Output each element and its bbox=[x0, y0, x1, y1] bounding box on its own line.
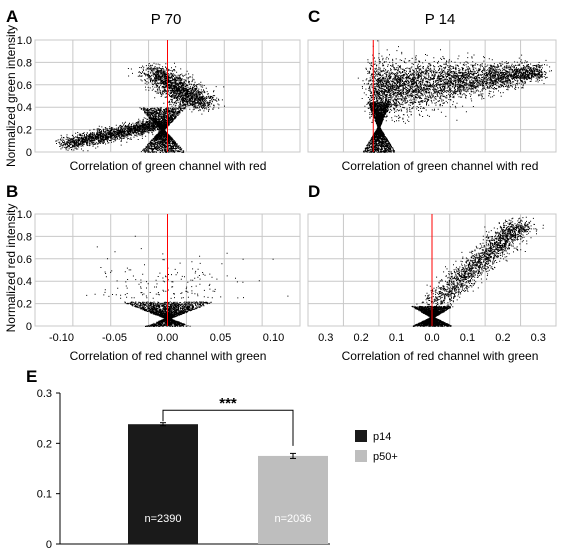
panel-b-xlabel: Correlation of red channel with green bbox=[70, 349, 267, 363]
legend-label: p50+ bbox=[373, 451, 398, 463]
panel-letter-e: E bbox=[26, 367, 37, 386]
y-tick-label: 0 bbox=[46, 539, 52, 549]
bar-p14 bbox=[128, 424, 198, 544]
bar-chart-panel-e: 0 0.1 0.2 0.3 n=2390 n=2036 *** p14 p50+ bbox=[37, 388, 398, 549]
scatter-panel-b: 0 0.2 0.4 0.6 0.8 1.0 -0.10 -0.05 0.00 0.05 0.10 bbox=[17, 209, 301, 344]
panel-letter-d: D bbox=[308, 182, 320, 201]
y-tick-label: 0.2 bbox=[17, 299, 32, 311]
y-tick-label: 0.3 bbox=[37, 388, 52, 400]
panel-c-xlabel: Correlation of green channel with red bbox=[342, 159, 539, 173]
panel-c-title: P 14 bbox=[425, 11, 456, 28]
scatter-points-c bbox=[357, 40, 552, 153]
panel-d-xlabel: Correlation of red channel with green bbox=[342, 349, 539, 363]
y-tick-label: 0.1 bbox=[37, 489, 52, 501]
x-tick-label: 0.3 bbox=[318, 332, 333, 344]
x-tick-label: 0.0 bbox=[424, 332, 439, 344]
scatter-panel-c bbox=[307, 39, 557, 153]
scatter-points-a bbox=[55, 62, 225, 154]
y-tick-label: 0.2 bbox=[37, 438, 52, 450]
y-tick-label: 0.6 bbox=[17, 80, 32, 92]
x-tick-label: 0.05 bbox=[210, 332, 231, 344]
panel-a-title: P 70 bbox=[151, 11, 182, 28]
x-tick-label: 0.3 bbox=[531, 332, 546, 344]
x-tick-label: 0.2 bbox=[353, 332, 368, 344]
legend-label: p14 bbox=[373, 431, 391, 443]
x-tick-label: 0.2 bbox=[495, 332, 510, 344]
y-tick-label: 0.8 bbox=[17, 231, 32, 243]
y-tick-label: 0.4 bbox=[17, 276, 32, 288]
scatter-points-d bbox=[411, 216, 544, 327]
x-tick-label: -0.10 bbox=[49, 332, 74, 344]
panel-a-ylabel: Normalized green intensity bbox=[4, 25, 18, 167]
x-tick-label: 0.00 bbox=[157, 332, 178, 344]
bar-p50+ bbox=[258, 455, 328, 544]
panel-a-xlabel: Correlation of green channel with red bbox=[70, 159, 267, 173]
y-tick-label: 0 bbox=[26, 147, 32, 159]
plot-area-c bbox=[307, 39, 557, 153]
panel-b-ylabel: Normalized red intensity bbox=[4, 204, 18, 333]
scatter-panel-d: 0.3 0.2 0.1 0.0 0.1 0.2 0.3 bbox=[307, 213, 557, 344]
x-tick-label: 0.10 bbox=[263, 332, 284, 344]
bar-label: n=2036 bbox=[274, 513, 311, 525]
panel-letter-b: B bbox=[6, 182, 18, 201]
panel-letter-a: A bbox=[6, 7, 18, 26]
y-tick-label: 0.4 bbox=[17, 102, 32, 114]
scatter-points-b bbox=[86, 235, 289, 327]
y-tick-label: 0 bbox=[26, 321, 32, 333]
y-tick-label: 1.0 bbox=[17, 35, 32, 47]
bar-label: n=2390 bbox=[144, 513, 181, 525]
x-tick-label: 0.1 bbox=[389, 332, 404, 344]
x-tick-label: 0.1 bbox=[460, 332, 475, 344]
legend-swatch-p50+ bbox=[355, 450, 367, 462]
y-tick-label: 0.2 bbox=[17, 125, 32, 137]
legend-swatch-p14 bbox=[355, 430, 367, 442]
scatter-panel-a: 0 0.2 0.4 0.6 0.8 1.0 bbox=[17, 35, 301, 159]
y-tick-label: 0.8 bbox=[17, 57, 32, 69]
significance-stars: *** bbox=[219, 395, 237, 412]
y-tick-label: 0.6 bbox=[17, 254, 32, 266]
panel-letter-c: C bbox=[308, 7, 320, 26]
significance-bracket bbox=[162, 409, 294, 446]
x-tick-label: -0.05 bbox=[102, 332, 127, 344]
y-tick-label: 1.0 bbox=[17, 209, 32, 221]
